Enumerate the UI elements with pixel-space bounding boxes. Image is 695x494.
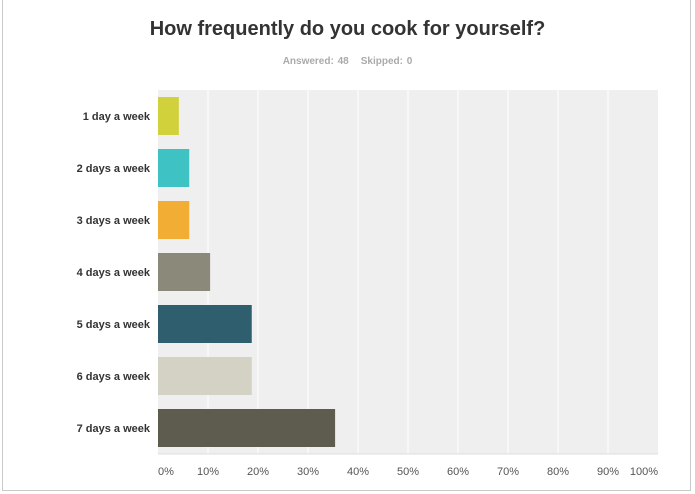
x-tick-label: 100% xyxy=(630,466,658,478)
x-tick-label: 40% xyxy=(347,466,369,478)
x-tick-label: 70% xyxy=(497,466,519,478)
category-label: 5 days a week xyxy=(77,319,151,331)
bar-3 xyxy=(158,201,190,239)
chart-title: How frequently do you cook for yourself? xyxy=(149,18,546,40)
bar-1 xyxy=(158,97,179,135)
category-label: 2 days a week xyxy=(77,163,151,175)
category-label: 3 days a week xyxy=(77,215,151,227)
category-label: 6 days a week xyxy=(77,371,151,383)
category-label: 1 day a week xyxy=(83,111,151,123)
category-label: 4 days a week xyxy=(77,267,151,279)
bar-2 xyxy=(158,149,190,187)
x-tick-label: 90% xyxy=(597,466,619,478)
x-tick-label: 20% xyxy=(247,466,269,478)
x-tick-label: 30% xyxy=(297,466,319,478)
x-tick-label: 50% xyxy=(397,466,419,478)
x-tick-label: 0% xyxy=(158,466,174,478)
bar-6 xyxy=(158,357,252,395)
skipped-count: Skipped: 0 xyxy=(360,56,413,67)
x-tick-label: 60% xyxy=(447,466,469,478)
answered-count: Answered: 48 xyxy=(282,56,349,67)
category-label: 7 days a week xyxy=(77,423,151,435)
bar-4 xyxy=(158,253,211,291)
x-tick-label: 10% xyxy=(197,466,219,478)
bar-5 xyxy=(158,305,252,343)
bar-7 xyxy=(158,409,336,447)
response-summary: Answered: 48 Skipped: 0 xyxy=(0,56,695,67)
x-tick-label: 80% xyxy=(547,466,569,478)
